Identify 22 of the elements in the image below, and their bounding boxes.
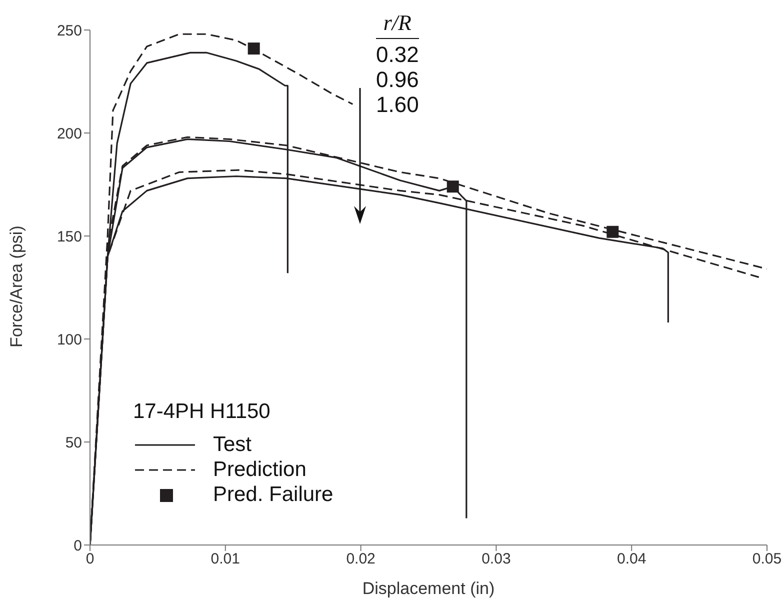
x-tick-label: 0.01 <box>210 550 240 568</box>
annotation: 0.96 <box>376 67 419 92</box>
x-tick-label: 0.04 <box>617 550 646 568</box>
y-tick-label: 0 <box>74 537 82 554</box>
x-tick-label: 0.05 <box>752 550 782 568</box>
x-axis-title: Displacement (in) <box>362 579 495 598</box>
annotation: r/R <box>376 10 419 39</box>
x-tick-label: 0 <box>86 550 94 568</box>
annotation: 1.60 <box>376 92 419 117</box>
y-axis-title: Force/Area (psi) <box>7 226 26 348</box>
legend-title: 17-4PH H1150 <box>133 400 272 424</box>
x-tick-label: 0.03 <box>482 550 511 568</box>
y-tick-label: 100 <box>56 331 82 348</box>
y-tick-label: 250 <box>56 22 82 40</box>
legend-label: Test <box>213 432 252 456</box>
legend-label: Prediction <box>213 458 306 482</box>
legend-label: Pred. Failure <box>213 482 334 506</box>
y-tick-label: 50 <box>65 434 82 452</box>
annotation: 0.32 <box>376 42 419 67</box>
y-tick-label: 200 <box>56 125 82 142</box>
y-tick-label: 150 <box>56 228 82 246</box>
x-tick-label: 0.02 <box>346 550 376 568</box>
